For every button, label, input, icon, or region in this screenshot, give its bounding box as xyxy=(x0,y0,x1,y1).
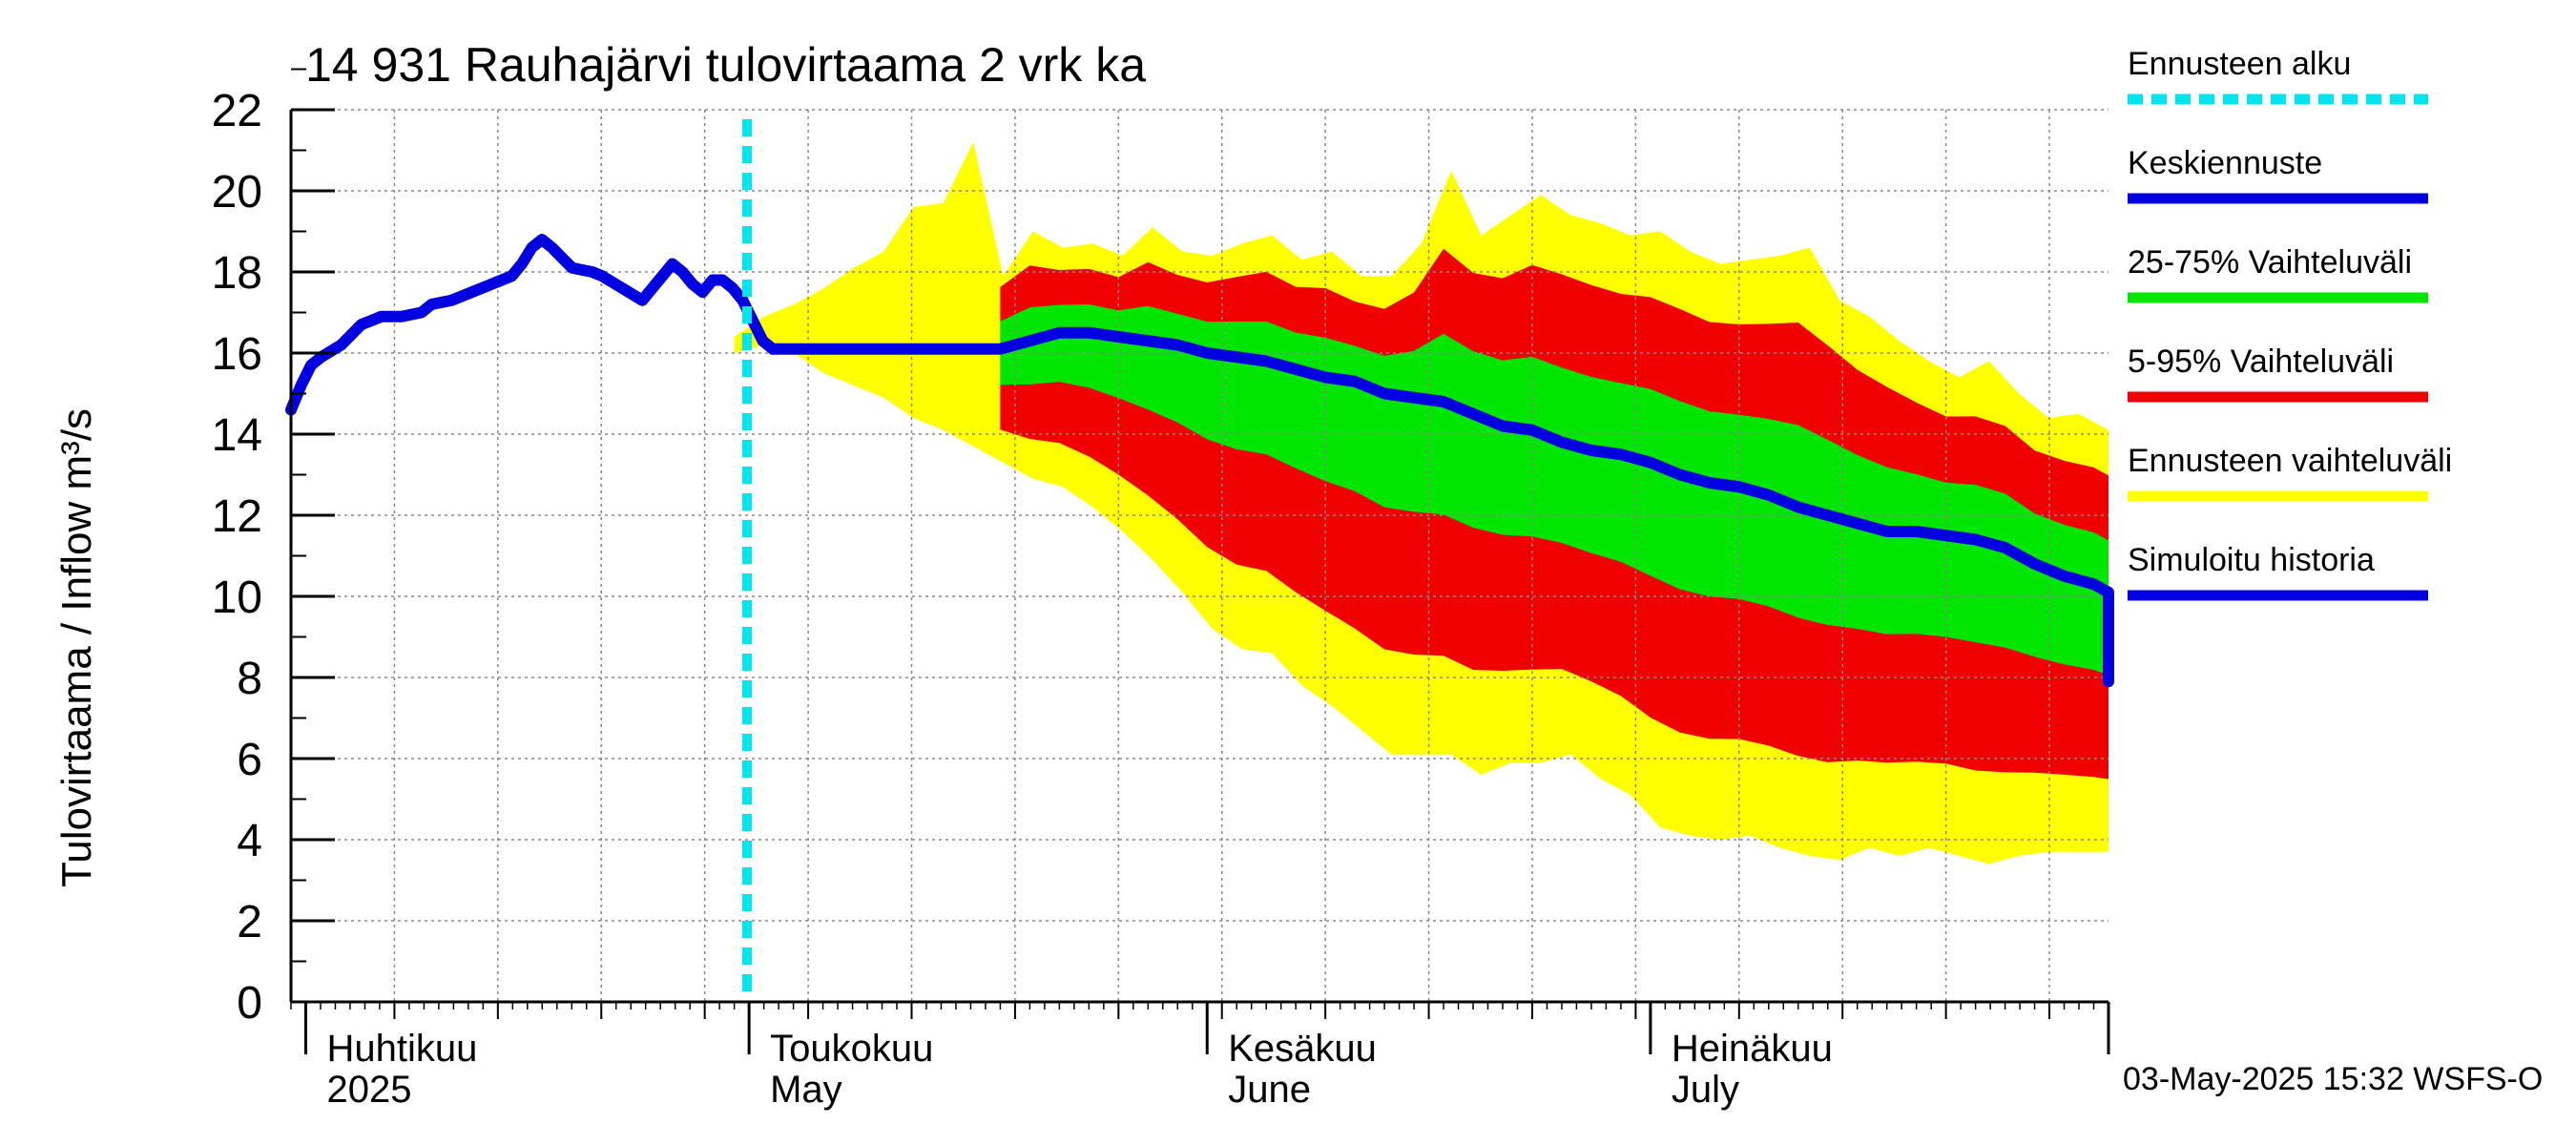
x-month-label-en: July xyxy=(1672,1069,1739,1111)
legend-label: Keskiennuste xyxy=(2128,145,2322,181)
legend-label: Simuloitu historia xyxy=(2128,542,2375,578)
forecast-bands xyxy=(734,142,2109,864)
y-tick-label: 6 xyxy=(237,735,262,785)
y-tick-label: 14 xyxy=(212,410,262,461)
x-month-label-fi: Toukokuu xyxy=(770,1028,933,1070)
grid-lines xyxy=(291,109,2109,1002)
legend-label: 5-95% Vaihteluväli xyxy=(2128,344,2394,380)
y-tick-label: 0 xyxy=(237,978,262,1029)
axes xyxy=(289,68,2110,1054)
series-lines xyxy=(285,119,2114,1002)
x-month-label-fi: Kesäkuu xyxy=(1228,1028,1377,1070)
y-tick-label: 18 xyxy=(212,248,262,299)
y-tick-label: 16 xyxy=(212,329,262,380)
y-tick-labels: 0 2 4 6 8 10 12 14 16 18 20 22 xyxy=(212,86,262,1029)
legend: Ennusteen alku Keskiennuste 25-75% Vaihtel… xyxy=(2128,46,2452,601)
y-tick-label: 8 xyxy=(237,654,262,704)
chart-title: 14 931 Rauhajärvi tulovirtaama 2 vrk ka xyxy=(305,38,1146,92)
series-line-median xyxy=(767,326,2114,688)
y-tick-label: 4 xyxy=(237,816,262,866)
y-tick-label: 10 xyxy=(212,572,262,623)
y-tick-label: 2 xyxy=(237,897,262,947)
x-month-label-fi: Huhtikuu xyxy=(326,1028,477,1070)
band-25-75 xyxy=(1000,304,2109,737)
y-tick-label: 12 xyxy=(212,491,262,542)
y-axis-label-group: Tulovirtaama / Inflow m³/s xyxy=(53,408,100,887)
legend-label: 25-75% Vaihteluväli xyxy=(2128,244,2412,281)
legend-label: Ennusteen vaihteluväli xyxy=(2128,443,2452,479)
footer-timestamp: 03-May-2025 15:32 WSFS-O xyxy=(2123,1061,2543,1097)
y-axis-label: Tulovirtaama / Inflow m³/s xyxy=(53,408,100,887)
x-month-label-en: May xyxy=(770,1069,842,1111)
series-line-history xyxy=(285,234,779,416)
x-month-label-en: June xyxy=(1228,1069,1311,1111)
x-month-label-fi: Heinäkuu xyxy=(1672,1028,1833,1070)
y-tick-label: 20 xyxy=(212,167,262,218)
x-month-label-en: 2025 xyxy=(326,1069,411,1111)
legend-label: Ennusteen alku xyxy=(2128,46,2351,82)
y-tick-label: 22 xyxy=(212,86,262,136)
